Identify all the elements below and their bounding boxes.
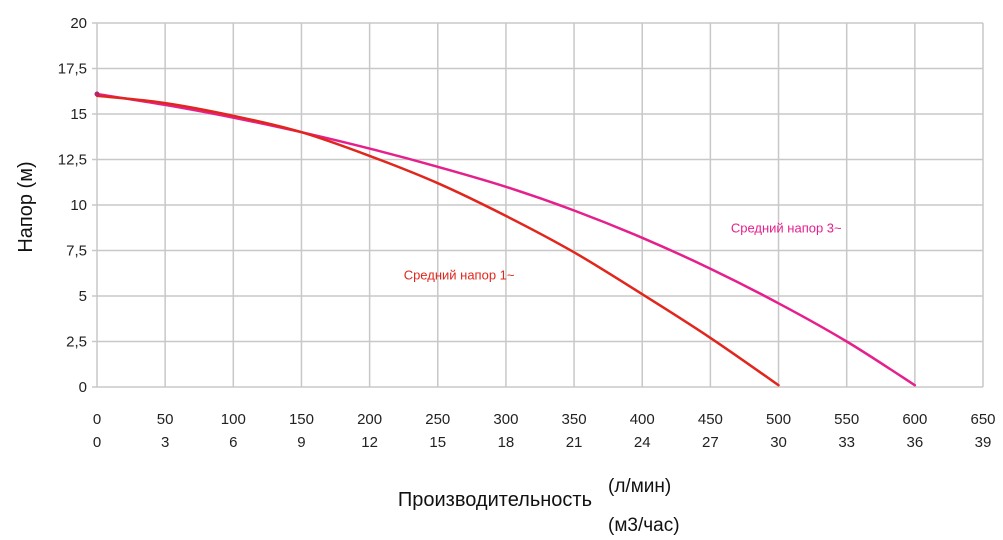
series-line-three-phase	[95, 92, 917, 387]
x-tick-label-lmin: 200	[357, 411, 382, 428]
y-tick-label: 12,5	[58, 152, 87, 169]
x-tick-label-lmin: 100	[221, 411, 246, 428]
y-tick-label: 20	[70, 15, 87, 32]
series-line-single-phase	[95, 94, 780, 387]
series-label-single-phase: Средний напор 1~	[404, 268, 515, 283]
x-tick-label-m3h: 15	[429, 434, 446, 451]
y-tick-label: 5	[79, 288, 87, 305]
x-tick-label-lmin: 300	[493, 411, 518, 428]
x-tick-label-m3h: 21	[566, 434, 583, 451]
x-axis-unit-m3h: (м3/час)	[608, 515, 680, 536]
x-axis-tick-labels-lmin: 0 50 100 150 200 250 300 350 400 450 500 550 600 650	[93, 411, 996, 428]
x-tick-label-lmin: 650	[970, 411, 995, 428]
curve-start-point	[94, 91, 100, 97]
x-tick-label-m3h: 33	[838, 434, 855, 451]
x-tick-label-m3h: 27	[702, 434, 719, 451]
x-tick-label-m3h: 39	[975, 434, 992, 451]
x-tick-label-m3h: 18	[498, 434, 515, 451]
y-tick-label: 15	[70, 106, 87, 123]
series-labels: Средний напор 1~ Средний напор 3~	[404, 220, 842, 282]
x-tick-label-lmin: 50	[157, 411, 174, 428]
x-tick-label-lmin: 250	[425, 411, 450, 428]
x-tick-label-lmin: 550	[834, 411, 859, 428]
x-tick-label-m3h: 3	[161, 434, 169, 451]
performance-curves	[94, 91, 917, 387]
x-axis-title: Производительность	[398, 489, 592, 511]
x-tick-label-lmin: 0	[93, 411, 101, 428]
x-tick-label-lmin: 500	[766, 411, 791, 428]
y-tick-label: 2,5	[66, 334, 87, 351]
grid-lines	[92, 22, 984, 388]
x-tick-label-m3h: 36	[907, 434, 924, 451]
x-tick-label-lmin: 400	[630, 411, 655, 428]
y-tick-label: 10	[70, 197, 87, 214]
x-tick-label-m3h: 9	[297, 434, 305, 451]
x-tick-label-m3h: 24	[634, 434, 651, 451]
x-tick-label-m3h: 12	[361, 434, 378, 451]
y-axis-title: Напор (м)	[15, 161, 37, 252]
x-axis-tick-labels-m3h: 0 3 6 9 12 15 18 21 24 27 30 33 36 39	[93, 434, 992, 451]
y-axis-tick-labels: 0 2,5 5 7,5 10 12,5 15 17,5 20	[58, 15, 87, 396]
x-tick-label-m3h: 6	[229, 434, 237, 451]
x-axis-unit-lmin: (л/мин)	[608, 476, 671, 497]
x-tick-label-lmin: 450	[698, 411, 723, 428]
series-label-three-phase: Средний напор 3~	[731, 220, 842, 235]
x-tick-label-lmin: 600	[902, 411, 927, 428]
x-tick-label-lmin: 350	[562, 411, 587, 428]
y-tick-label: 0	[79, 379, 87, 396]
y-tick-label: 17,5	[58, 61, 87, 78]
x-tick-label-m3h: 30	[770, 434, 787, 451]
y-tick-label: 7,5	[66, 243, 87, 260]
x-tick-label-lmin: 150	[289, 411, 314, 428]
x-tick-label-m3h: 0	[93, 434, 101, 451]
